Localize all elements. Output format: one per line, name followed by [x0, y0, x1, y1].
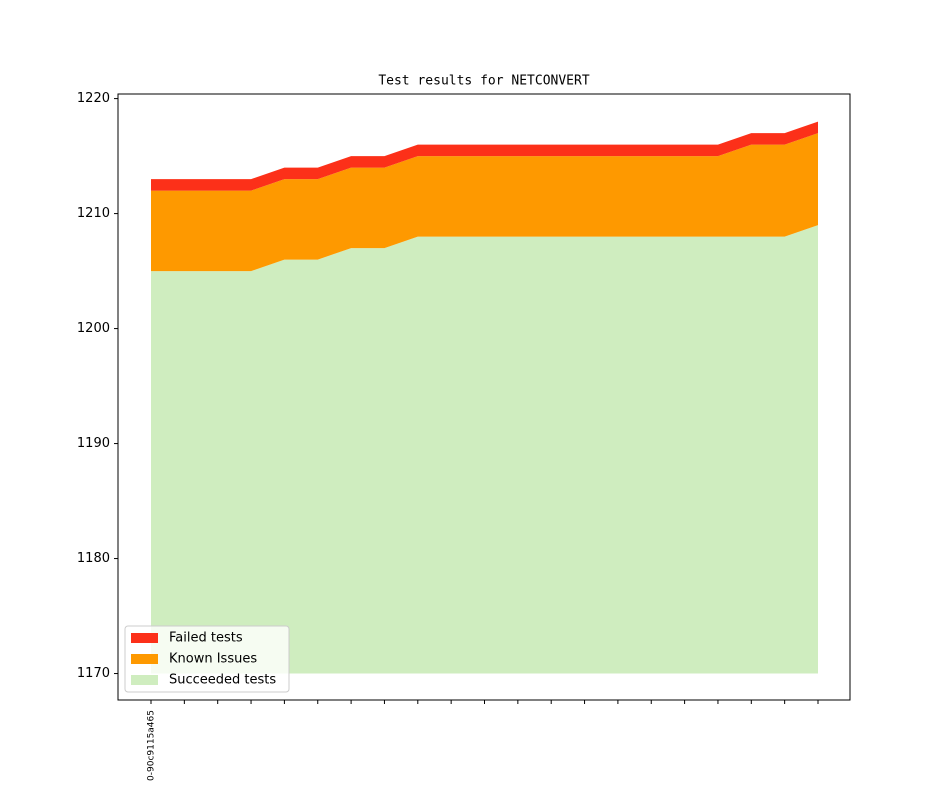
- area: [151, 225, 818, 674]
- legend: Failed tests Known Issues Succeeded tests: [124, 625, 290, 693]
- legend-swatch: [131, 654, 158, 664]
- y-tick-label: 1170: [77, 666, 110, 681]
- legend-label: Failed tests: [169, 631, 243, 646]
- legend-swatch: [131, 675, 158, 685]
- y-tick-label: 1210: [77, 206, 110, 221]
- legend-label: Known Issues: [169, 652, 257, 667]
- legend-frame: [124, 625, 290, 693]
- y-tick-label: 1180: [77, 551, 110, 566]
- legend-label: Succeeded tests: [169, 673, 276, 688]
- y-tick-label: 1190: [77, 436, 110, 451]
- legend-swatch: [131, 633, 158, 643]
- area: [151, 121, 818, 191]
- x-tick-label: 0-90c9115a465: [147, 710, 157, 781]
- y-tick-label: 1200: [77, 321, 110, 336]
- area: [151, 133, 818, 272]
- chart-title: Test results for NETCONVERT: [378, 74, 589, 89]
- y-tick-label: 1220: [77, 91, 110, 106]
